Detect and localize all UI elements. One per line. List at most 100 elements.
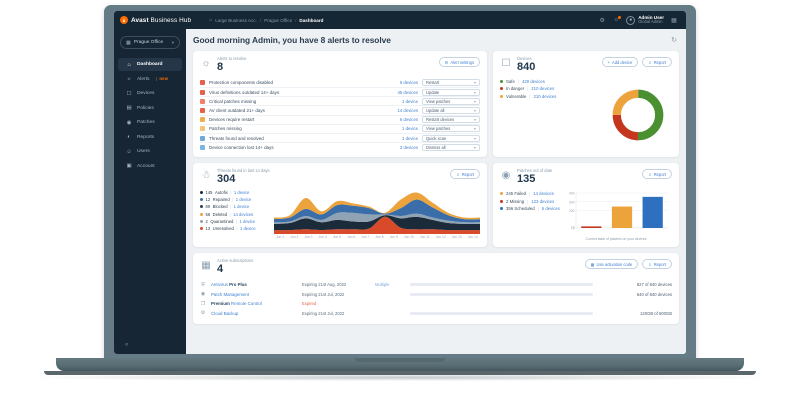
gear-icon[interactable]: ⚙ — [599, 17, 605, 24]
alert-severity-icon — [200, 117, 205, 123]
alert-action-select[interactable]: Update all ▾ — [422, 106, 480, 114]
sidebar-item-dashboard[interactable]: ⌂ Dashboard — [118, 58, 182, 71]
bar-missing — [581, 226, 602, 229]
threat-legend-devices[interactable]: 14 devices — [233, 211, 254, 217]
subscription-name[interactable]: Patch Management — [211, 291, 250, 297]
subscription-multiple-link[interactable]: Multiple — [375, 282, 390, 288]
y-axis-tick: 200 — [569, 209, 575, 213]
subscription-row[interactable]: ◉ Patch Management Expiring 21st Jul, 2022… — [200, 289, 672, 299]
subscription-row[interactable]: ⚙ Cloud Backup Expiring 21st Jul, 2022 120G… — [200, 309, 672, 319]
alert-settings-button[interactable]: ⚙ Alert settings — [438, 57, 480, 68]
threat-legend-count: 12 — [205, 197, 211, 203]
alert-action-select[interactable]: Quick scan ▾ — [422, 134, 480, 142]
breadcrumb-item-office[interactable]: Prague Office — [264, 17, 293, 23]
devices-card-kicker: Devices — [517, 56, 532, 61]
legend-value[interactable]: 123 devices — [531, 198, 555, 204]
alert-device-count[interactable]: 6 devices — [399, 79, 418, 85]
user-menu[interactable]: ● Admin User Global Admin — [626, 15, 664, 25]
alert-name: Patches missing — [209, 126, 242, 132]
patches-report-button[interactable]: ⇩ Report — [642, 169, 672, 180]
sidebar-item-account[interactable]: ▣ Account — [118, 160, 182, 173]
legend-value[interactable]: 14 devices — [533, 191, 554, 197]
subscription-row[interactable]: ❐ Premium Remote Control Expired — [200, 299, 672, 309]
legend-value[interactable]: 420 devices — [521, 78, 545, 84]
sidebar-item-patches[interactable]: ◉ Patches — [118, 116, 182, 129]
threats-report-button[interactable]: ⇩ Report — [450, 169, 480, 180]
threat-legend-devices[interactable]: 1 device — [233, 190, 250, 196]
download-icon: ⇩ — [648, 59, 652, 65]
threat-legend-devices[interactable]: 1 device — [239, 226, 256, 232]
x-axis-tick: Jun 4 — [318, 235, 327, 240]
patch-icon: ◉ — [200, 291, 206, 298]
subscription-name[interactable]: Cloud Backup — [211, 310, 239, 316]
subscriptions-card-kicker: Active subscriptions — [217, 258, 254, 264]
legend-value[interactable]: 6 devices — [541, 206, 560, 212]
x-axis-tick: Jun 2 — [290, 235, 299, 240]
alert-action-select[interactable]: Restart devices ▾ — [422, 116, 480, 124]
alert-action-select[interactable]: Restart ▾ — [422, 78, 480, 86]
threats-legend: 145 Autofix | 1 device 12 Repaired | 1 device 89… — [200, 190, 274, 241]
threat-legend-devices[interactable]: 1 device — [239, 218, 256, 224]
donut-svg — [612, 89, 664, 140]
threat-legend-devices[interactable]: 1 device — [233, 204, 250, 210]
patches-card-titles: Patches out of date 135 — [517, 168, 552, 185]
alert-row[interactable]: Protection components disabled 6 devices R… — [200, 78, 480, 87]
alert-action-label: Restart — [426, 79, 440, 85]
alert-action-select[interactable]: View patches ▾ — [422, 97, 480, 105]
alert-action-select[interactable]: Dismiss all ▾ — [422, 143, 480, 151]
x-axis-tick: Jun 8 — [375, 235, 384, 240]
threats-card-body: 145 Autofix | 1 device 12 Repaired | 1 device 89… — [200, 190, 480, 241]
sidebar-item-users[interactable]: ☺ Users — [118, 145, 182, 158]
legend-item: 245 Failed | 14 devices — [500, 191, 560, 196]
threat-legend-label: Blocked — [212, 204, 228, 210]
legend-item: In danger | 210 devices — [500, 86, 556, 91]
subscriptions-report-button[interactable]: ⇩ Report — [642, 259, 672, 270]
legend-item: 2 Missing | 123 devices — [500, 199, 560, 204]
legend-value[interactable]: 210 devices — [531, 86, 555, 92]
alert-device-count[interactable]: 3 devices — [399, 144, 418, 150]
devices-report-button[interactable]: ⇩ Report — [642, 57, 672, 68]
alert-row[interactable]: Threats found and resolved 1 device Quick … — [200, 132, 480, 142]
alert-row[interactable]: Virus definitions outdated 14+ days 45 de… — [200, 86, 480, 96]
add-device-button[interactable]: + Add device — [601, 57, 639, 68]
grid-icon[interactable]: ▦ — [671, 17, 677, 24]
sidebar-item-policies[interactable]: ▤ Policies — [118, 102, 182, 115]
office-switcher[interactable]: ▦ Prague Office ▾ — [120, 36, 180, 49]
threat-legend-label: Repaired — [212, 197, 230, 203]
alert-device-count[interactable]: 1 device — [401, 135, 418, 141]
alert-action-select[interactable]: View patches ▾ — [422, 125, 480, 133]
patches-card-actions: ⇩ Report — [642, 169, 672, 180]
sidebar-collapse-button[interactable]: « — [125, 342, 129, 348]
subscription-row[interactable]: ⛨ Antivirus Pro Plus Expiring 21st Aug, 20… — [200, 280, 672, 290]
chevron-down-icon: ▾ — [473, 107, 476, 113]
alert-row[interactable]: AV client outdated 21+ days 14 devices Upd… — [200, 105, 480, 114]
alert-device-count[interactable]: 14 devices — [397, 107, 418, 113]
use-activation-code-button[interactable]: ▦ Use activation code — [584, 259, 639, 270]
bell-icon[interactable]: ☼ — [613, 15, 621, 23]
laptop-base-notch — [355, 358, 445, 362]
threat-legend-devices[interactable]: 1 device — [235, 197, 252, 203]
home-icon[interactable]: ⌂ — [209, 17, 213, 23]
alert-row[interactable]: Device connection lost 14+ days 3 devices… — [200, 142, 480, 151]
refresh-icon[interactable]: ↻ — [671, 37, 677, 44]
alert-device-count[interactable]: 1 device — [401, 126, 418, 132]
office-switcher-label: Prague Office — [133, 40, 164, 45]
subscription-name[interactable]: Premium Remote Control — [211, 301, 262, 307]
alert-device-count[interactable]: 45 devices — [397, 89, 418, 95]
alert-action-select[interactable]: Update ▾ — [422, 88, 480, 96]
brand-logo[interactable]: Avast Business Hub — [120, 16, 191, 24]
sidebar-item-alerts[interactable]: ☼ Alerts NEW — [118, 73, 182, 86]
legend-color-dot — [500, 94, 503, 98]
legend-value[interactable]: 210 devices — [533, 93, 557, 99]
sidebar-item-reports[interactable]: ◐ Reports — [118, 131, 182, 144]
breadcrumb-item-account[interactable]: Large Business Acc. — [215, 17, 257, 23]
alert-row[interactable]: Patches missing 1 device View patches ▾ — [200, 123, 480, 133]
alert-row[interactable]: Critical patches missing 1 device View pat… — [200, 96, 480, 105]
alert-device-count[interactable]: 6 devices — [399, 117, 418, 123]
patches-card-body: 245 Failed | 14 devices 2 Missing | 123 devic… — [500, 190, 672, 241]
alert-row[interactable]: Devices require restart 6 devices Restart … — [200, 114, 480, 124]
subscription-name[interactable]: Antivirus Pro Plus — [211, 282, 247, 288]
sidebar-item-devices[interactable]: ☐ Devices — [118, 87, 182, 100]
alert-device-count[interactable]: 1 device — [401, 98, 418, 104]
threat-legend-label: Quarantined — [210, 218, 234, 224]
